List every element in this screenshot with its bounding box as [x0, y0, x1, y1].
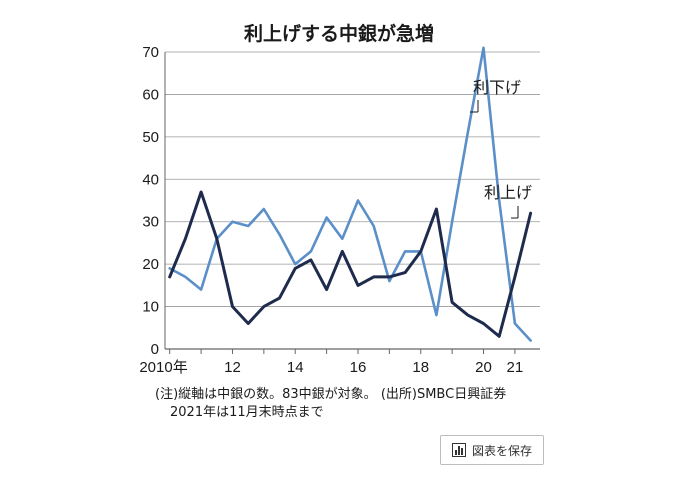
series-label-rate-cut: 利下げ [473, 78, 521, 97]
grid-lines [164, 51, 540, 350]
x-tick-label: 18 [412, 359, 429, 376]
x-tick-label: 20 [475, 359, 492, 376]
y-tick-label: 40 [142, 171, 159, 188]
chart-title: 利上げする中銀が急増 [244, 22, 434, 45]
save-chart-button[interactable]: 図表を保存 [440, 435, 544, 465]
y-tick-label: 10 [142, 299, 159, 316]
chart-note-line2: 2021年は11月末時点まで [170, 405, 324, 420]
series-label-rate-hike: 利上げ [484, 183, 532, 202]
y-tick-label: 30 [142, 214, 159, 231]
series-line-rate-hike [168, 190, 533, 338]
y-tick-label: 0 [151, 341, 159, 358]
save-chart-button-label: 図表を保存 [471, 443, 532, 458]
x-axis-ticks: 2010年 12 14 16 18 20 21 [139, 349, 523, 376]
y-tick-label: 70 [142, 44, 159, 61]
y-axis-ticks: 0 10 20 30 40 50 60 70 [142, 44, 159, 358]
bar-chart-icon [451, 443, 466, 457]
y-tick-label: 60 [142, 86, 159, 103]
y-tick-label: 50 [142, 129, 159, 146]
x-tick-label: 21 [507, 359, 524, 376]
series-lines [168, 46, 533, 342]
x-tick-label: 12 [224, 359, 241, 376]
y-tick-label: 20 [142, 256, 159, 273]
chart-note-line1: (注)縦軸は中銀の数。83中銀が対象。 (出所)SMBC日興証券 [155, 386, 506, 402]
x-tick-label: 14 [287, 359, 304, 376]
x-tick-label: 2010年 [139, 359, 187, 376]
series-line-rate-cut [168, 46, 532, 342]
x-tick-label: 16 [350, 359, 367, 376]
